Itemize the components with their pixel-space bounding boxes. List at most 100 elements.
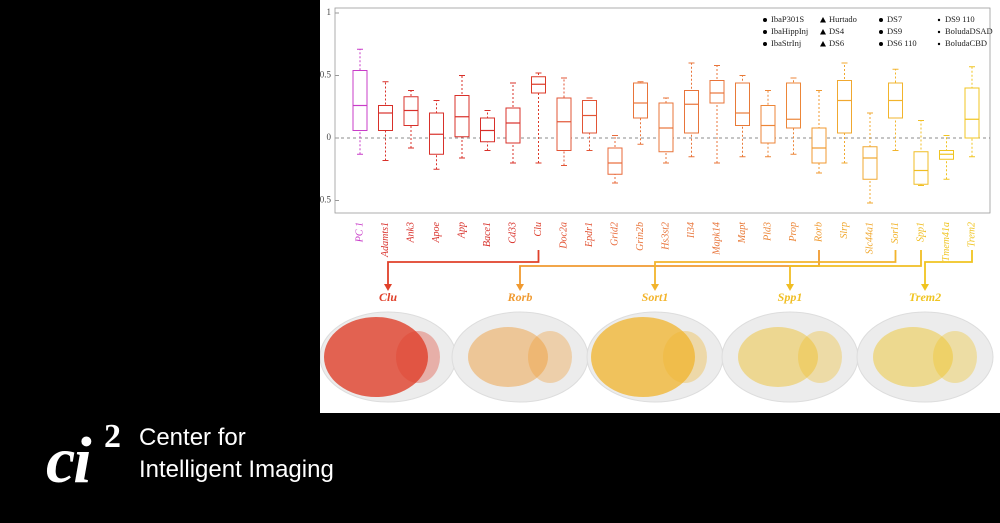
x-tick-label: App <box>456 222 467 239</box>
x-tick-label: Pld3 <box>762 222 773 242</box>
legend-marker <box>820 29 826 35</box>
legend-label: BoludaCBD <box>945 38 987 48</box>
x-tick-label: Apoe <box>431 221 442 243</box>
legend-label: DS9 <box>887 26 902 36</box>
legend-marker <box>820 41 826 47</box>
x-tick-label: Slrp <box>839 222 850 239</box>
box <box>837 80 852 134</box>
connector <box>519 250 820 286</box>
brain-outline <box>856 311 994 403</box>
logo-mark: ci <box>46 424 92 497</box>
x-tick-label: Grid2 <box>609 222 620 246</box>
x-tick-label: Tmem41a <box>941 222 952 261</box>
legend-marker <box>763 42 767 46</box>
brain-region <box>591 317 695 397</box>
brain-label: Spp1 <box>778 290 803 304</box>
legend-marker <box>937 18 941 22</box>
box <box>684 90 699 134</box>
connector <box>789 250 922 286</box>
box <box>913 151 929 185</box>
connector <box>387 250 540 286</box>
brain-label: Clu <box>379 290 397 304</box>
box <box>531 76 546 94</box>
box <box>964 87 980 139</box>
x-tick-label: Adamts1 <box>380 222 391 258</box>
box <box>454 95 470 138</box>
brain-region <box>528 331 572 383</box>
x-tick-label: Epdr1 <box>584 222 595 248</box>
x-tick-label: Trem2 <box>966 222 977 247</box>
legend-marker <box>937 42 941 46</box>
legend-label: DS7 <box>887 14 902 24</box>
box <box>480 117 495 143</box>
legend-label: DS9 110 <box>945 14 975 24</box>
legend-label: IbaP301S <box>771 14 804 24</box>
x-tick-label: Slc44a1 <box>864 222 875 254</box>
x-tick-label: Prop <box>788 222 799 243</box>
legend-label: DS4 <box>829 26 845 36</box>
box <box>862 146 878 180</box>
legend-marker <box>820 17 826 23</box>
box <box>811 127 827 164</box>
x-tick-label: Spp1 <box>915 222 926 242</box>
logo-superscript: 2 <box>104 418 121 455</box>
brain-region <box>933 331 977 383</box>
brain-region <box>798 331 842 383</box>
x-tick-label: Il34 <box>686 222 697 239</box>
legend-marker <box>879 42 883 46</box>
x-tick-label: Grin2b <box>635 222 646 251</box>
figure: 0.5 0 0.5 1 PC 1 Adamts1 Ank3 Apoe App Bace1 Cd33 C… <box>320 0 1000 413</box>
logo-text: Center for <box>139 424 246 451</box>
box <box>505 107 521 144</box>
legend-label: IbaStrInj <box>771 38 801 48</box>
box <box>633 82 648 119</box>
x-tick-label: Hs3st2 <box>660 222 671 251</box>
y-tick-label: 1 <box>327 7 332 17</box>
legend-marker <box>763 30 767 34</box>
box <box>378 105 393 131</box>
legend-label: Hurtado <box>829 14 857 24</box>
box <box>760 105 776 144</box>
legend-label: IbaHippInj <box>771 26 808 36</box>
box <box>786 82 801 129</box>
connector <box>654 250 897 286</box>
x-tick-label: Bace1 <box>482 222 493 247</box>
legend-marker <box>879 30 883 34</box>
brain-label: Rorb <box>507 290 533 304</box>
legend-label: DS6 110 <box>887 38 917 48</box>
x-tick-label: Mapt <box>737 222 748 244</box>
x-tick-label: PC 1 <box>354 222 365 243</box>
y-tick-label: 0.5 <box>320 195 332 205</box>
arrowhead <box>516 284 524 291</box>
box <box>709 80 725 104</box>
arrowhead <box>384 284 392 291</box>
legend-marker <box>879 18 883 22</box>
x-tick-label: Rorb <box>813 222 824 243</box>
arrowhead <box>921 284 929 291</box>
brain-region <box>468 327 548 387</box>
y-tick-label: 0.5 <box>320 70 332 80</box>
connector <box>924 250 973 286</box>
x-tick-label: Doc2a <box>558 222 569 250</box>
brain-region <box>396 331 440 383</box>
x-tick-label: Clu <box>533 222 544 236</box>
box <box>429 112 444 155</box>
x-tick-label: Sorl1 <box>890 222 901 244</box>
brain-region <box>324 317 428 397</box>
brain-label: Trem2 <box>909 290 941 304</box>
box <box>403 96 419 126</box>
box <box>939 150 954 160</box>
x-tick-label: Ank3 <box>405 222 416 244</box>
box <box>658 102 674 153</box>
box <box>607 147 623 175</box>
legend-label: BoludaDSAD <box>945 26 993 36</box>
brain-region <box>663 331 707 383</box>
box <box>556 97 572 151</box>
x-tick-label: Mapk14 <box>711 222 722 256</box>
box <box>735 82 750 126</box>
arrowhead <box>651 284 659 291</box>
brain-label: Sort1 <box>642 290 669 304</box>
legend-marker <box>763 18 767 22</box>
box <box>352 70 368 131</box>
